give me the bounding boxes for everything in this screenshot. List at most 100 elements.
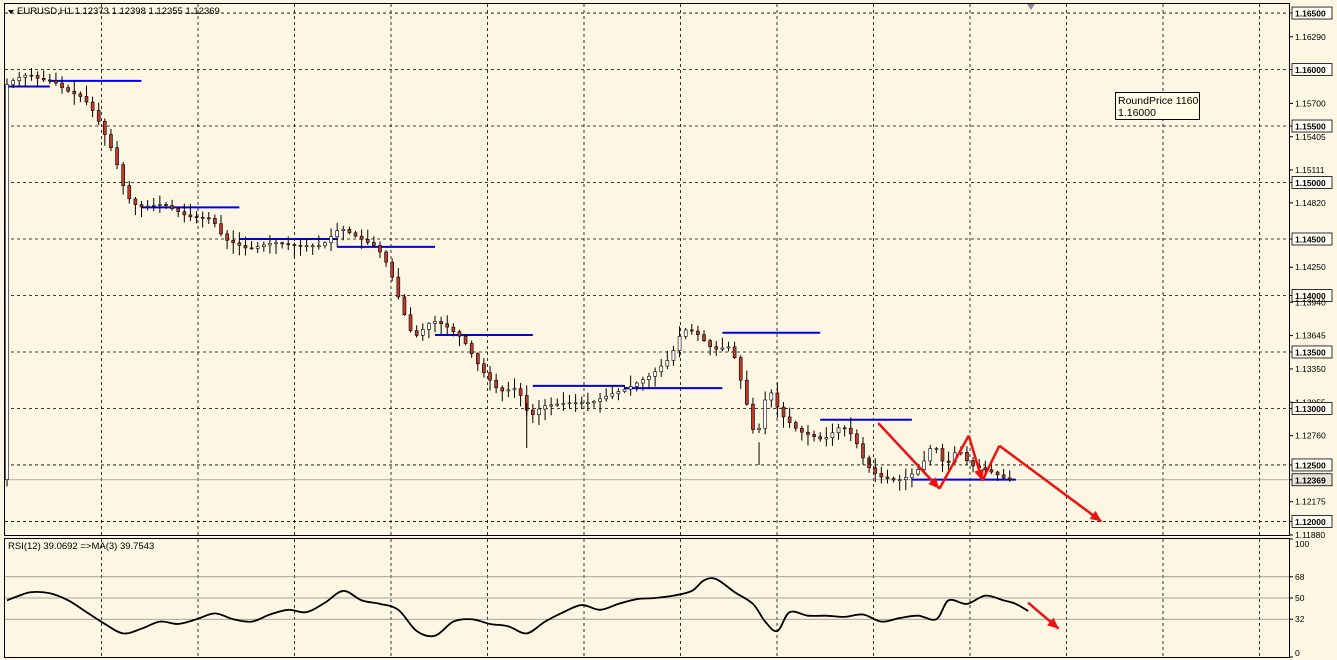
rsi-tick-label: 0 (1295, 648, 1300, 658)
candle-body (151, 204, 156, 207)
candle-body (433, 321, 437, 324)
chart-shift-icon[interactable] (1027, 4, 1035, 10)
candle-body (127, 185, 132, 200)
candle-body (35, 75, 40, 79)
candle-body (793, 422, 798, 429)
round-price-badge (1291, 63, 1333, 76)
price-tick-label: 1.15405 (1295, 132, 1326, 142)
candle-body (836, 427, 841, 434)
candle-body (41, 77, 46, 81)
candle-body (757, 427, 761, 430)
candle-body (683, 329, 688, 337)
candle-body (604, 395, 609, 400)
candle-body (573, 402, 578, 405)
candle-body (708, 340, 712, 348)
candle-body (323, 242, 327, 247)
price-tick-label: 1.12000 (1295, 517, 1326, 527)
price-tick-label: 1.15500 (1295, 122, 1326, 132)
price-tick-label: 1.16500 (1295, 9, 1326, 19)
rsi-line (6, 577, 1029, 638)
candle-body (543, 405, 547, 410)
candle-body (494, 379, 498, 389)
candle-body (861, 443, 865, 459)
arrow-head-icon (928, 477, 940, 489)
candle-body (54, 80, 58, 84)
candle-body (689, 329, 694, 332)
candle-body (677, 336, 682, 351)
candle-body (457, 331, 462, 337)
rsi-tick-label: 68 (1295, 572, 1305, 582)
candle-body (329, 236, 333, 244)
candle-body (414, 330, 419, 336)
candle-body (628, 386, 633, 390)
price-tick-label: 1.13940 (1295, 297, 1326, 307)
rsi-tick-label: 100 (1295, 539, 1309, 549)
candle-body (812, 434, 816, 438)
candle-body (714, 346, 719, 350)
rsi-tick-label: 50 (1295, 593, 1305, 603)
candle-body (531, 409, 535, 415)
candle-body (916, 469, 920, 475)
candle-body (133, 198, 138, 205)
round-price-badge (1291, 515, 1333, 528)
candle-body (848, 427, 853, 435)
candle-body (182, 211, 187, 216)
candle-body (903, 477, 908, 480)
arrow-head-icon (1089, 510, 1102, 522)
rsi-indicator (5, 576, 1289, 638)
round-price-badge (1291, 232, 1333, 246)
candle-body (420, 329, 425, 336)
candle-body (732, 346, 737, 358)
candle-body (268, 242, 272, 246)
price-tick-label: 1.12175 (1295, 497, 1326, 507)
candle-body (274, 242, 278, 245)
candle-body (671, 350, 676, 361)
candle-body (335, 230, 339, 238)
candle-body (726, 346, 731, 349)
candle-body (11, 80, 15, 85)
price-tick-label: 1.14250 (1295, 262, 1326, 272)
candle-body (390, 261, 395, 278)
candle-body (359, 235, 364, 240)
candle-body (402, 296, 407, 315)
candle-body (555, 403, 560, 406)
candle-body (830, 432, 835, 438)
candle-body (891, 478, 896, 481)
candle-body (176, 208, 180, 213)
candle-body (634, 382, 639, 387)
candle-body (115, 147, 119, 166)
candle-body (261, 244, 266, 247)
price-tick-label: 1.13000 (1295, 404, 1326, 414)
candle-body (372, 242, 376, 246)
candle-body (145, 205, 150, 208)
candle-body (439, 321, 443, 325)
candle-body (720, 347, 725, 350)
candle-body (910, 473, 914, 478)
candle-body (213, 218, 217, 225)
chevron-down-icon[interactable] (8, 10, 14, 14)
price-tick-label: 1.12500 (1295, 460, 1326, 470)
candle-body (751, 403, 755, 430)
candle-body (659, 365, 664, 373)
candle-body (310, 245, 315, 248)
grid-lines (5, 4, 1289, 657)
round-price-badge (1291, 119, 1333, 133)
candle-body (206, 217, 211, 220)
candle-body (653, 371, 657, 377)
projection-arrows (877, 422, 1103, 523)
price-tick-label: 1.13500 (1295, 347, 1326, 357)
candle-body (72, 90, 77, 95)
price-tick-label: 1.14500 (1295, 234, 1326, 244)
round-price-badge (1291, 176, 1333, 189)
candle-body (971, 460, 975, 467)
candle-body (598, 398, 602, 402)
candle-body (200, 216, 205, 219)
candle-body (647, 375, 651, 380)
price-tick-label: 1.12760 (1295, 431, 1326, 441)
candle-body (237, 242, 242, 246)
candle-body (90, 101, 95, 111)
candle-body (665, 360, 670, 367)
candle-body (622, 388, 627, 392)
candle-body (512, 388, 517, 391)
